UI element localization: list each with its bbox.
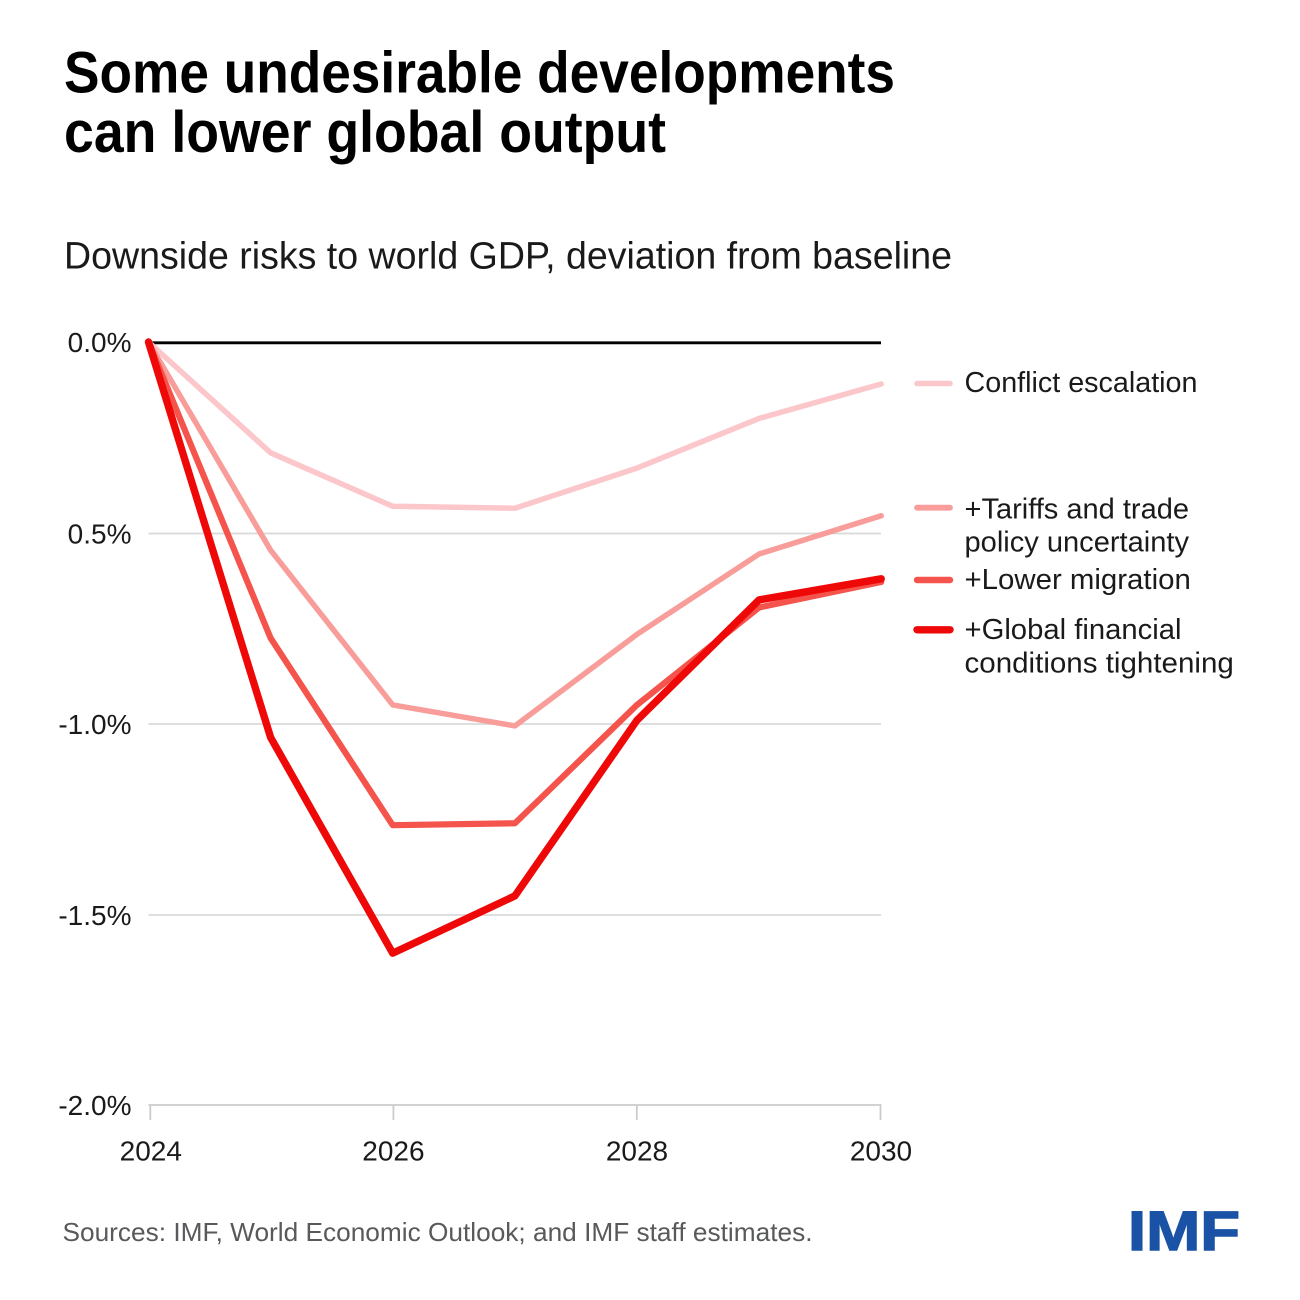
svg-text:can lower global output: can lower global output: [64, 100, 666, 165]
svg-text:-2.0%: -2.0%: [58, 1090, 131, 1121]
svg-text:+Global financial: +Global financial: [965, 614, 1182, 646]
svg-text:2026: 2026: [362, 1136, 424, 1167]
svg-text:Downside risks to world GDP, d: Downside risks to world GDP, deviation f…: [64, 236, 952, 278]
svg-text:Some undesirable developments: Some undesirable developments: [64, 41, 895, 106]
svg-text:0.0%: 0.0%: [68, 327, 132, 358]
svg-text:conditions tightening: conditions tightening: [965, 647, 1234, 679]
svg-text:+Tariffs and trade: +Tariffs and trade: [965, 494, 1190, 526]
svg-text:0.5%: 0.5%: [68, 519, 132, 550]
svg-text:policy uncertainty: policy uncertainty: [965, 527, 1190, 559]
svg-text:Sources: IMF, World Economic O: Sources: IMF, World Economic Outlook; an…: [63, 1217, 813, 1247]
svg-text:+Lower migration: +Lower migration: [965, 564, 1191, 596]
svg-text:2024: 2024: [120, 1136, 182, 1167]
svg-text:2030: 2030: [850, 1136, 912, 1167]
svg-text:2028: 2028: [606, 1136, 668, 1167]
svg-text:Conflict escalation: Conflict escalation: [965, 367, 1198, 399]
svg-text:-1.5%: -1.5%: [58, 900, 131, 931]
svg-text:-1.0%: -1.0%: [58, 709, 131, 740]
svg-text:IMF: IMF: [1128, 1199, 1240, 1262]
